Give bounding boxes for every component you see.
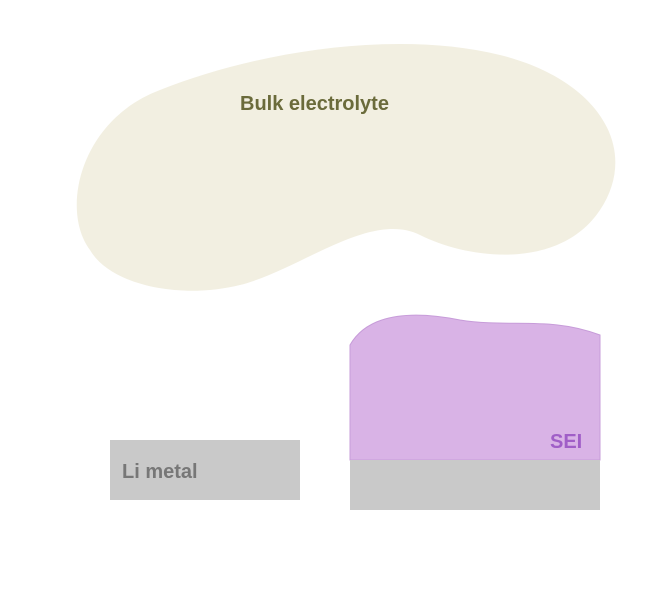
li-metal-label-left: Li metal [122, 461, 198, 483]
bulk-electrolyte-blob [77, 44, 616, 291]
bulk-electrolyte-label: Bulk electrolyte [240, 93, 389, 115]
sei-label: SEI [550, 431, 582, 453]
li-metal-right [350, 460, 600, 510]
